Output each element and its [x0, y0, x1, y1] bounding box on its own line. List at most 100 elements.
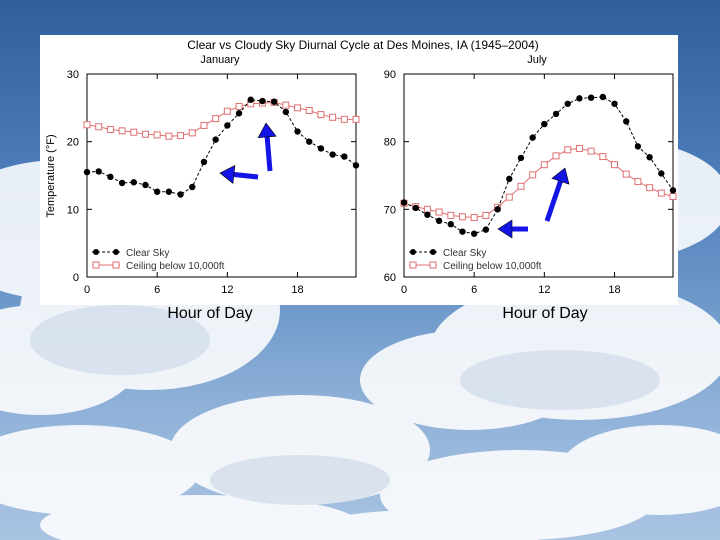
- july-cloudy-point: [540, 161, 548, 169]
- july-clear-point: [611, 100, 618, 107]
- january-clear-point: [329, 151, 336, 158]
- january-clear-point: [142, 181, 149, 189]
- july-cloudy-point: [552, 152, 560, 160]
- january-clear-point: [352, 162, 360, 169]
- chart-panel: Clear vs Cloudy Sky Diurnal Cycle at Des…: [40, 35, 678, 305]
- july-clear-point: [424, 211, 431, 218]
- july-clear-point: [634, 143, 642, 150]
- july-cloudy-point: [564, 146, 572, 154]
- july-clear-point: [412, 204, 419, 212]
- january-legend-cloudy-marker: [92, 261, 100, 269]
- july-cloudy-point: [599, 153, 607, 161]
- january-series-line-cloudy: [86, 101, 356, 137]
- y-axis-label: Temperature (°F): [45, 134, 57, 217]
- january-arrow-clear-shaft: [233, 171, 259, 180]
- january-y-tick-label: 30: [67, 69, 79, 81]
- july-y-tick-label: 70: [384, 204, 396, 216]
- january-subtitle: January: [200, 54, 240, 66]
- july-x-axis-label: Hour of Day: [502, 305, 588, 322]
- january-clear-point: [83, 168, 91, 176]
- january-cloudy-point: [282, 101, 290, 109]
- january-cloudy-point: [165, 132, 173, 140]
- july-clear-point: [482, 226, 490, 233]
- january-cloudy-point: [95, 123, 103, 131]
- july-y-tick-label: 80: [384, 137, 396, 149]
- january-clear-point: [177, 191, 184, 198]
- january-clear-point: [270, 98, 278, 105]
- january-arrow-clear-head: [219, 164, 236, 184]
- january-cloudy-point: [340, 115, 348, 123]
- july-subtitle: July: [527, 54, 547, 66]
- july-axes-frame: [403, 73, 674, 278]
- january-legend-clear-marker: [113, 249, 119, 255]
- july-cloudy-point: [423, 205, 431, 213]
- july-x-tick-label: 12: [538, 284, 550, 296]
- january-cloudy-point: [83, 121, 91, 129]
- january-legend-cloudy-label: Ceiling below 10,000ft: [126, 261, 225, 272]
- january-cloudy-point: [153, 131, 161, 139]
- july-arrow-cloudy-shaft: [544, 180, 563, 222]
- july-clear-point: [470, 230, 478, 237]
- july-clear-point: [494, 206, 501, 213]
- january-cloudy-point: [329, 113, 337, 121]
- january-y-tick-label: 10: [67, 204, 79, 216]
- january-x-tick-label: 6: [154, 284, 160, 296]
- july-cloudy-point: [505, 193, 513, 201]
- july-clear-point: [541, 120, 548, 128]
- january-legend-clear-label: Clear Sky: [126, 248, 169, 259]
- january-x-axis-label: Hour of Day: [167, 305, 253, 322]
- january-cloudy-point: [200, 121, 208, 129]
- january-cloudy-point: [352, 115, 360, 123]
- chart-figure: Clear vs Cloudy Sky Diurnal Cycle at Des…: [45, 38, 677, 296]
- july-x-tick-label: 6: [471, 284, 477, 296]
- july-arrow-clear-head: [497, 219, 513, 239]
- july-legend-clear-marker: [430, 249, 436, 255]
- january-clear-point: [317, 145, 325, 152]
- july-clear-point: [587, 94, 595, 101]
- january-series-line-clear: [86, 99, 357, 195]
- january-cloudy-point: [118, 127, 126, 135]
- january-arrow-cloudy-head: [257, 122, 277, 139]
- july-plot: 0 6 12 18 60 70 80 90 Clear Sky Ceiling below 10,…: [384, 69, 677, 296]
- january-clear-point: [95, 168, 102, 175]
- january-axes-frame: [86, 73, 357, 278]
- july-clear-point: [669, 187, 677, 194]
- january-clear-point: [306, 138, 313, 145]
- july-arrow-cloudy-head: [551, 167, 570, 185]
- january-cloudy-point: [317, 111, 325, 119]
- january-clear-point: [153, 188, 161, 195]
- july-cloudy-point: [458, 213, 466, 221]
- july-cloudy-point: [482, 211, 490, 219]
- july-clear-point: [646, 154, 653, 161]
- july-clear-point: [623, 118, 630, 125]
- july-legend-clear-label: Clear Sky: [443, 248, 486, 259]
- july-cloudy-point: [529, 171, 537, 179]
- july-cloudy-point: [669, 192, 677, 200]
- july-cloudy-point: [587, 147, 595, 155]
- january-x-tick-label: 18: [291, 284, 303, 296]
- july-x-tick-label: 18: [608, 284, 620, 296]
- january-cloudy-point: [223, 107, 231, 115]
- january-plot: 0 6 12 18 0 10 20 30 Clear Sky Ceiling below 10,0…: [67, 69, 360, 296]
- january-clear-point: [341, 153, 348, 160]
- july-series-line-cloudy: [403, 147, 674, 218]
- july-cloudy-point: [646, 184, 654, 192]
- january-x-tick-label: 0: [84, 284, 90, 296]
- january-clear-point: [235, 110, 243, 117]
- july-clear-point: [564, 100, 571, 107]
- july-y-tick-label: 90: [384, 69, 396, 81]
- january-cloudy-point: [177, 132, 185, 140]
- january-clear-point: [165, 188, 173, 195]
- july-clear-point: [576, 95, 583, 102]
- july-clear-point: [529, 134, 536, 141]
- july-legend-cloudy-marker: [409, 261, 417, 269]
- january-legend-clear-marker: [93, 249, 99, 255]
- january-x-tick-label: 12: [221, 284, 233, 296]
- january-y-tick-label: 20: [67, 137, 79, 149]
- figure-title: Clear vs Cloudy Sky Diurnal Cycle at Des…: [187, 38, 539, 52]
- january-clear-point: [118, 179, 126, 187]
- january-clear-point: [107, 173, 114, 181]
- january-clear-point: [130, 179, 137, 186]
- july-cloudy-point: [435, 208, 443, 216]
- july-clear-point: [459, 228, 466, 235]
